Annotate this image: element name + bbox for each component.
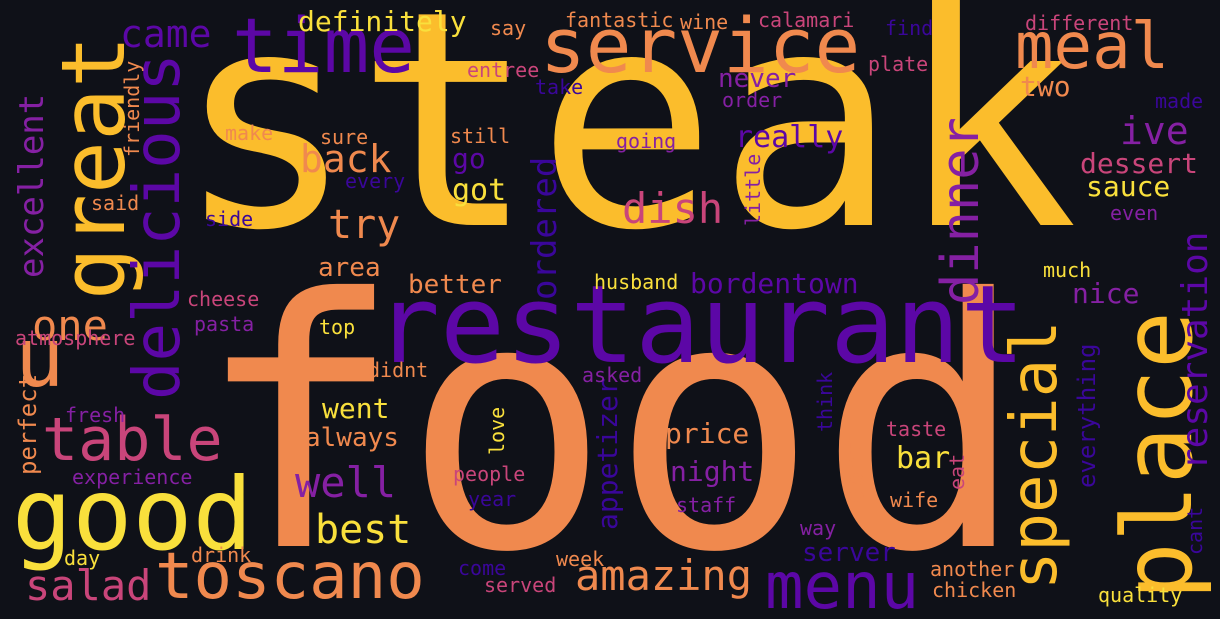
- word-love: love: [485, 406, 509, 455]
- word-atmosphere: atmosphere: [15, 326, 136, 350]
- word-sure: sure: [320, 125, 369, 149]
- word-staff: staff: [676, 493, 737, 517]
- word-night: night: [670, 455, 755, 488]
- word-reservation: reservation: [1175, 231, 1216, 470]
- word-think: think: [813, 371, 837, 432]
- word-much: much: [1043, 258, 1092, 282]
- word-steak: steak: [175, 0, 1079, 296]
- word-experience: experience: [72, 465, 193, 489]
- word-find: find: [885, 16, 934, 40]
- word-always: always: [305, 423, 399, 453]
- word-table: table: [42, 405, 223, 475]
- word-u: u: [15, 311, 65, 406]
- word-wine: wine: [680, 10, 729, 34]
- word-got: got: [452, 173, 507, 208]
- word-really: really: [735, 120, 844, 155]
- word-everything: everything: [1073, 343, 1101, 489]
- word-perfect: perfect: [14, 373, 42, 475]
- word-server: server: [802, 538, 896, 568]
- word-time: time: [232, 1, 416, 90]
- word-week: week: [556, 547, 605, 571]
- word-better: better: [408, 270, 502, 300]
- word-well: well: [295, 458, 397, 507]
- word-served: served: [484, 573, 557, 597]
- word-taste: taste: [886, 417, 947, 441]
- word-different: different: [1025, 11, 1134, 35]
- word-dish: dish: [622, 184, 724, 233]
- word-two: two: [1020, 70, 1071, 103]
- word-bordentown: bordentown: [690, 267, 859, 300]
- word-friendly: friendly: [120, 60, 144, 157]
- word-fantastic: fantastic: [565, 8, 674, 32]
- word-every: every: [345, 169, 406, 193]
- word-nice: nice: [1072, 277, 1140, 310]
- word-make: make: [225, 121, 274, 145]
- word-way: way: [800, 516, 837, 540]
- word-people: people: [453, 462, 526, 486]
- word-came: came: [120, 12, 212, 56]
- word-calamari: calamari: [758, 8, 855, 32]
- word-back: back: [300, 137, 392, 181]
- word-excellent: excellent: [12, 93, 52, 278]
- word-going: going: [616, 129, 677, 153]
- word-dessert: dessert: [1080, 147, 1199, 180]
- word-price: price: [665, 417, 750, 450]
- word-best: best: [315, 507, 412, 553]
- word-quality: quality: [1098, 583, 1183, 607]
- word-service: service: [540, 1, 861, 90]
- word-didnt: didnt: [368, 358, 429, 382]
- word-say: say: [490, 16, 527, 40]
- word-plate: plate: [868, 52, 929, 76]
- word-bar: bar: [896, 441, 951, 476]
- word-another: another: [930, 557, 1015, 581]
- word-cant: cant: [1183, 506, 1207, 555]
- word-order: order: [722, 88, 783, 112]
- word-went: went: [322, 392, 390, 425]
- word-entree: entree: [467, 58, 540, 82]
- word-husband: husband: [594, 270, 679, 294]
- word-dont: dont: [840, 440, 870, 503]
- word-appetizer: appetizer: [591, 378, 624, 530]
- word-made: made: [1155, 89, 1204, 113]
- word-never: never: [718, 64, 797, 94]
- word-ordered: ordered: [525, 156, 565, 300]
- word-dinner: dinner: [931, 117, 991, 305]
- word-good: good: [12, 456, 253, 573]
- word-food: food: [195, 227, 1026, 619]
- word-area: area: [318, 253, 381, 283]
- word-toscano: toscano: [155, 540, 425, 614]
- word-restaurant: restaurant: [375, 263, 1026, 388]
- word-cheese: cheese: [187, 287, 260, 311]
- word-go: go: [452, 142, 486, 175]
- word-fresh: fresh: [65, 403, 126, 427]
- word-sauce: sauce: [1086, 170, 1171, 203]
- word-wife: wife: [890, 488, 939, 512]
- word-amazing: amazing: [575, 551, 753, 600]
- word-asked: asked: [582, 363, 643, 387]
- word-pasta: pasta: [194, 312, 255, 336]
- word-try: try: [328, 202, 401, 248]
- word-year: year: [468, 487, 517, 511]
- word-ive: ive: [1120, 109, 1189, 153]
- word-day: day: [64, 546, 101, 570]
- word-even: even: [1110, 201, 1159, 225]
- word-meal: meal: [1015, 10, 1170, 84]
- word-come: come: [458, 556, 507, 580]
- word-eat: eat: [945, 453, 969, 490]
- word-said: said: [91, 191, 140, 215]
- word-take: take: [535, 75, 584, 99]
- word-little: little: [741, 153, 765, 226]
- word-special: special: [998, 320, 1072, 590]
- word-drink: drink: [191, 543, 252, 567]
- word-definitely: definitely: [298, 5, 467, 38]
- word-chicken: chicken: [932, 578, 1017, 602]
- word-top: top: [319, 315, 356, 339]
- word-side: side: [205, 207, 254, 231]
- word-salad: salad: [25, 561, 152, 610]
- word-still: still: [450, 124, 511, 148]
- word-menu: menu: [765, 550, 920, 619]
- word-one: one: [32, 301, 108, 350]
